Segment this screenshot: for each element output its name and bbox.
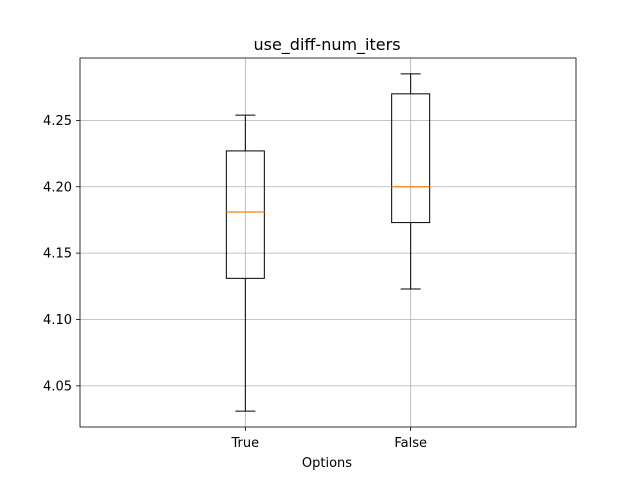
axes: 4.05 4.10 4.15 4.20 4.25 True False bbox=[43, 57, 577, 451]
box-body bbox=[225, 150, 265, 279]
grid bbox=[80, 58, 576, 427]
y-tick-label: 4.25 bbox=[43, 114, 72, 129]
box-false bbox=[391, 73, 431, 290]
box-body bbox=[391, 93, 431, 224]
box-true bbox=[225, 114, 265, 412]
x-tick-label: False bbox=[394, 436, 427, 451]
y-tick-label: 4.20 bbox=[43, 180, 72, 195]
x-axis-label: Options bbox=[302, 456, 352, 471]
y-tick-label: 4.15 bbox=[43, 247, 72, 262]
plot-frame bbox=[79, 57, 577, 428]
chart-title: use_diff-num_iters bbox=[253, 35, 400, 55]
x-tick-label: True bbox=[231, 436, 260, 451]
boxes bbox=[225, 73, 431, 412]
y-tick-label: 4.05 bbox=[43, 379, 72, 394]
y-tick-label: 4.10 bbox=[43, 313, 72, 328]
